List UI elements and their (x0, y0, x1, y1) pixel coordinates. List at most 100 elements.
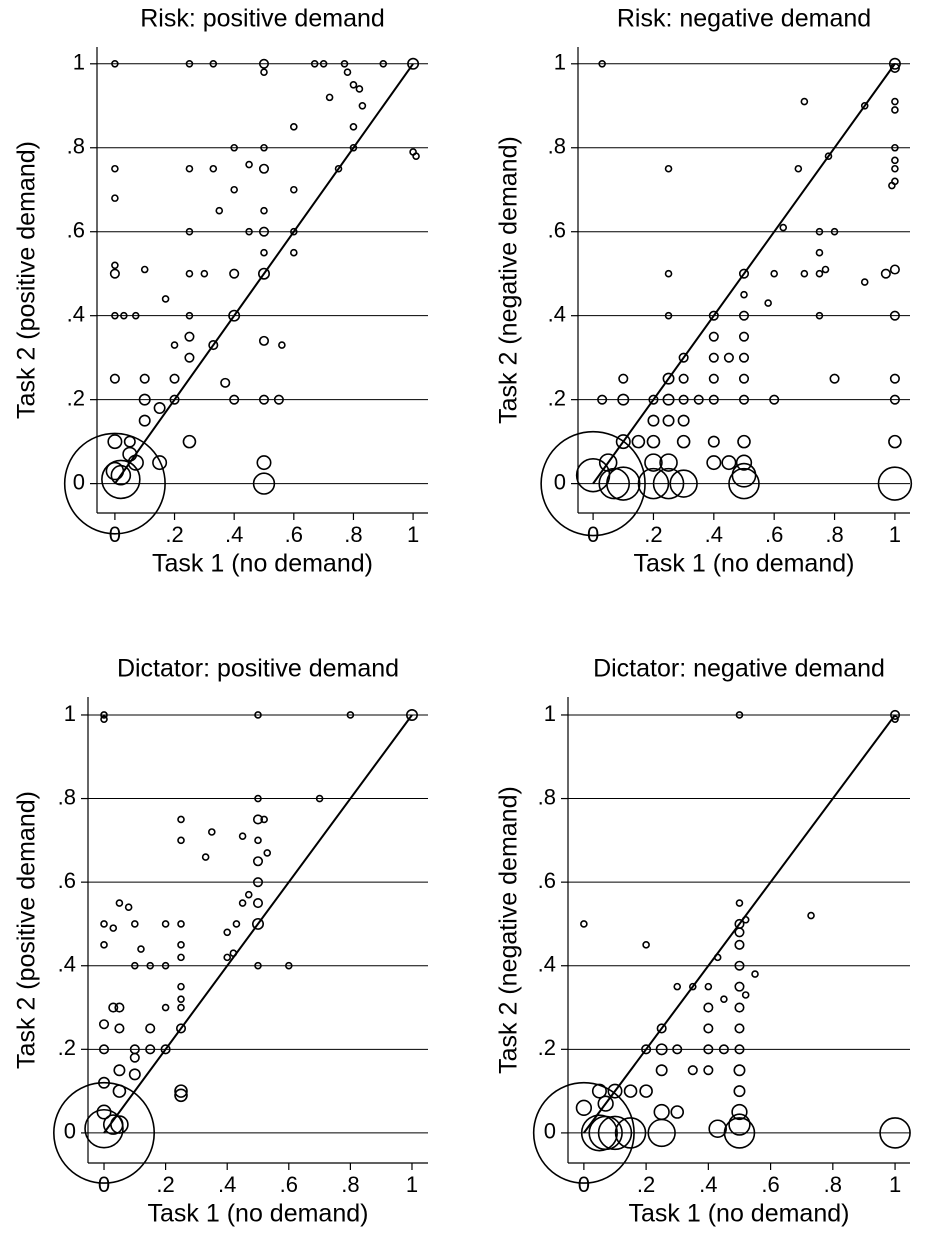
point (615, 434, 631, 450)
point (114, 1023, 125, 1034)
point (407, 57, 420, 70)
point (209, 164, 218, 173)
point (110, 1115, 129, 1134)
point (260, 68, 268, 76)
point (703, 1023, 714, 1034)
y-tick-label: .2 (58, 1035, 76, 1060)
y-tick-label: .6 (67, 218, 85, 243)
point (139, 373, 150, 384)
x-tick-label: .8 (341, 1172, 359, 1197)
point (888, 434, 902, 449)
point (678, 352, 689, 363)
point (177, 982, 185, 991)
y-tick-label: .8 (538, 784, 556, 809)
x-tick-label: 1 (889, 1172, 901, 1197)
point (734, 1002, 745, 1013)
point (644, 453, 663, 472)
y-tick-label: .2 (538, 1035, 556, 1060)
point (888, 57, 901, 70)
point (258, 335, 270, 346)
x-tick-label: 1 (889, 522, 901, 547)
point (131, 920, 139, 928)
point (101, 459, 141, 500)
point (735, 899, 744, 907)
point (642, 941, 650, 949)
point (598, 453, 618, 472)
y-tick-label: .6 (58, 868, 76, 893)
point (708, 394, 719, 405)
point (687, 1065, 698, 1076)
point (800, 269, 809, 278)
point (230, 185, 238, 194)
point (220, 377, 231, 388)
point (890, 709, 901, 721)
point (185, 227, 194, 236)
point (252, 898, 264, 909)
point (290, 185, 298, 194)
diagonal (592, 63, 896, 485)
point (260, 143, 268, 152)
point (201, 853, 210, 861)
point (889, 62, 900, 74)
point (580, 920, 588, 928)
point (575, 457, 611, 493)
point (245, 227, 253, 236)
point (263, 849, 272, 857)
point (738, 331, 750, 342)
point (741, 915, 750, 924)
y-tick-label: .8 (67, 134, 85, 159)
point (175, 1023, 187, 1034)
point (708, 373, 719, 384)
point (718, 1044, 729, 1055)
point (315, 794, 324, 803)
point (63, 432, 166, 535)
point (824, 152, 833, 160)
point (109, 373, 120, 384)
point (676, 434, 691, 449)
x-tick-label: .2 (156, 1172, 174, 1197)
point (647, 1118, 676, 1148)
point (656, 1023, 667, 1034)
point (177, 815, 185, 824)
point (646, 434, 661, 449)
point (208, 340, 219, 351)
point (860, 278, 869, 286)
point (319, 59, 328, 68)
x-tick-label: .4 (225, 522, 243, 547)
point (258, 394, 270, 405)
x-axis-label: Task 1 (no demand) (629, 1200, 850, 1228)
point (614, 1117, 647, 1149)
point (98, 1019, 110, 1030)
point (185, 269, 194, 278)
x-tick-label: 1 (407, 522, 419, 547)
y-axis-label: Task 2 (negative demand) (495, 786, 523, 1074)
point (223, 953, 232, 962)
point (800, 97, 809, 106)
point (703, 1065, 714, 1076)
point (860, 101, 869, 110)
point (177, 941, 185, 949)
point (184, 331, 195, 342)
point (169, 373, 180, 384)
point (637, 467, 670, 500)
point (131, 311, 140, 320)
point (111, 59, 119, 68)
point (310, 59, 319, 68)
point (184, 352, 195, 363)
point (111, 164, 119, 173)
point (84, 1108, 124, 1149)
x-tick-label: .8 (824, 1172, 842, 1197)
point (889, 264, 900, 275)
x-tick-label: .8 (344, 522, 362, 547)
point (664, 164, 673, 173)
point (735, 454, 753, 471)
point (252, 814, 264, 825)
point (170, 341, 179, 349)
point (334, 164, 343, 173)
point (152, 455, 168, 471)
x-axis-label: Task 1 (no demand) (152, 550, 373, 578)
point (200, 269, 209, 278)
point (209, 59, 218, 68)
point (160, 1044, 171, 1055)
